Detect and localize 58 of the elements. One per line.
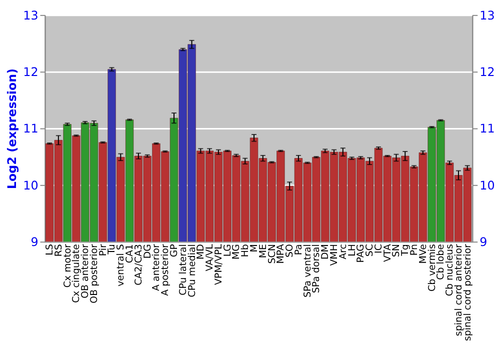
x-tick-label: MVe [418, 244, 429, 264]
x-tick-label: ME [258, 244, 269, 258]
x-tick-label: M [248, 244, 260, 252]
x-tick-label: Cb vermis [426, 244, 438, 292]
x-tick-label: IC [373, 244, 384, 254]
y2-tick-label: 9 [480, 235, 488, 250]
x-tick-label: SN [391, 244, 402, 258]
x-tick-label: RS [53, 244, 64, 257]
x-tick-label: spinal cord anterior [453, 244, 464, 336]
y-tick-label: 12 [23, 65, 38, 80]
y2-tick-label: 13 [480, 8, 495, 22]
x-tick-label: ventral S [116, 244, 127, 286]
x-tick-label: DM [320, 244, 332, 260]
x-tick-label: SO [284, 244, 296, 258]
x-tick-label: SPa dorsal [311, 244, 322, 294]
x-tick-label: Cb nucleus [444, 244, 456, 296]
x-tick-label: CPu medial [186, 244, 198, 298]
x-tick-label: VPM/VPL [213, 243, 224, 285]
y-tick-label: 13 [23, 8, 38, 22]
x-tick-label: MPA [276, 244, 287, 264]
x-tick-label: DG [142, 244, 154, 259]
y-tick-label: 10 [23, 178, 38, 192]
x-tick-label: LS [44, 244, 56, 256]
x-tick-label: spinal cord posterior [462, 244, 474, 342]
x-tick-label: CA1 [124, 244, 136, 264]
x-tick-label: Pn [409, 244, 420, 256]
y2-tick-label: 11 [480, 122, 495, 136]
x-tick-label: VMH [328, 244, 340, 266]
x-tick-label: Tg [400, 244, 412, 257]
x-tick-label: Tu [106, 244, 118, 256]
x-tick-label: A posterior [160, 244, 172, 296]
x-tick-label: LG [222, 244, 234, 257]
x-tick-label: GP [168, 244, 180, 258]
x-tick-label: SPa ventral [302, 244, 314, 298]
x-tick-label: Arc [338, 244, 349, 260]
x-tick-label: OB posterior [88, 244, 100, 304]
x-tick-label: Cx cingulate [71, 244, 82, 303]
y-tick-label: 9 [30, 235, 38, 250]
x-tick-label: PAG [356, 244, 367, 263]
x-tick-label: Cx motor [62, 244, 74, 288]
y-axis-title: Log2 (expression) [5, 68, 20, 190]
x-tick-label: A anterior [151, 244, 162, 291]
x-tick-label: LH [346, 244, 358, 256]
x-tick-label: OB anterior [80, 244, 92, 298]
y2-tick-label: 10 [480, 178, 495, 192]
x-tick-label: VTA [382, 244, 394, 262]
x-tick-label: CA2/CA3 [133, 244, 144, 286]
x-tick-label: Cb lobe [436, 244, 447, 280]
x-tick-label: VA/VL [204, 243, 216, 272]
x-tick-label: Pa [293, 244, 304, 256]
x-tick-label: CPu lateral [178, 244, 189, 296]
y2-tick-label: 12 [480, 65, 495, 80]
y-tick-label: 11 [23, 122, 38, 136]
x-tick-label: Pir [98, 244, 109, 256]
x-tick-label: SCN [266, 244, 278, 264]
x-tick-label: MD [196, 244, 207, 260]
x-tick-label: SC [364, 244, 376, 257]
x-tick-label: Hb [240, 244, 252, 258]
